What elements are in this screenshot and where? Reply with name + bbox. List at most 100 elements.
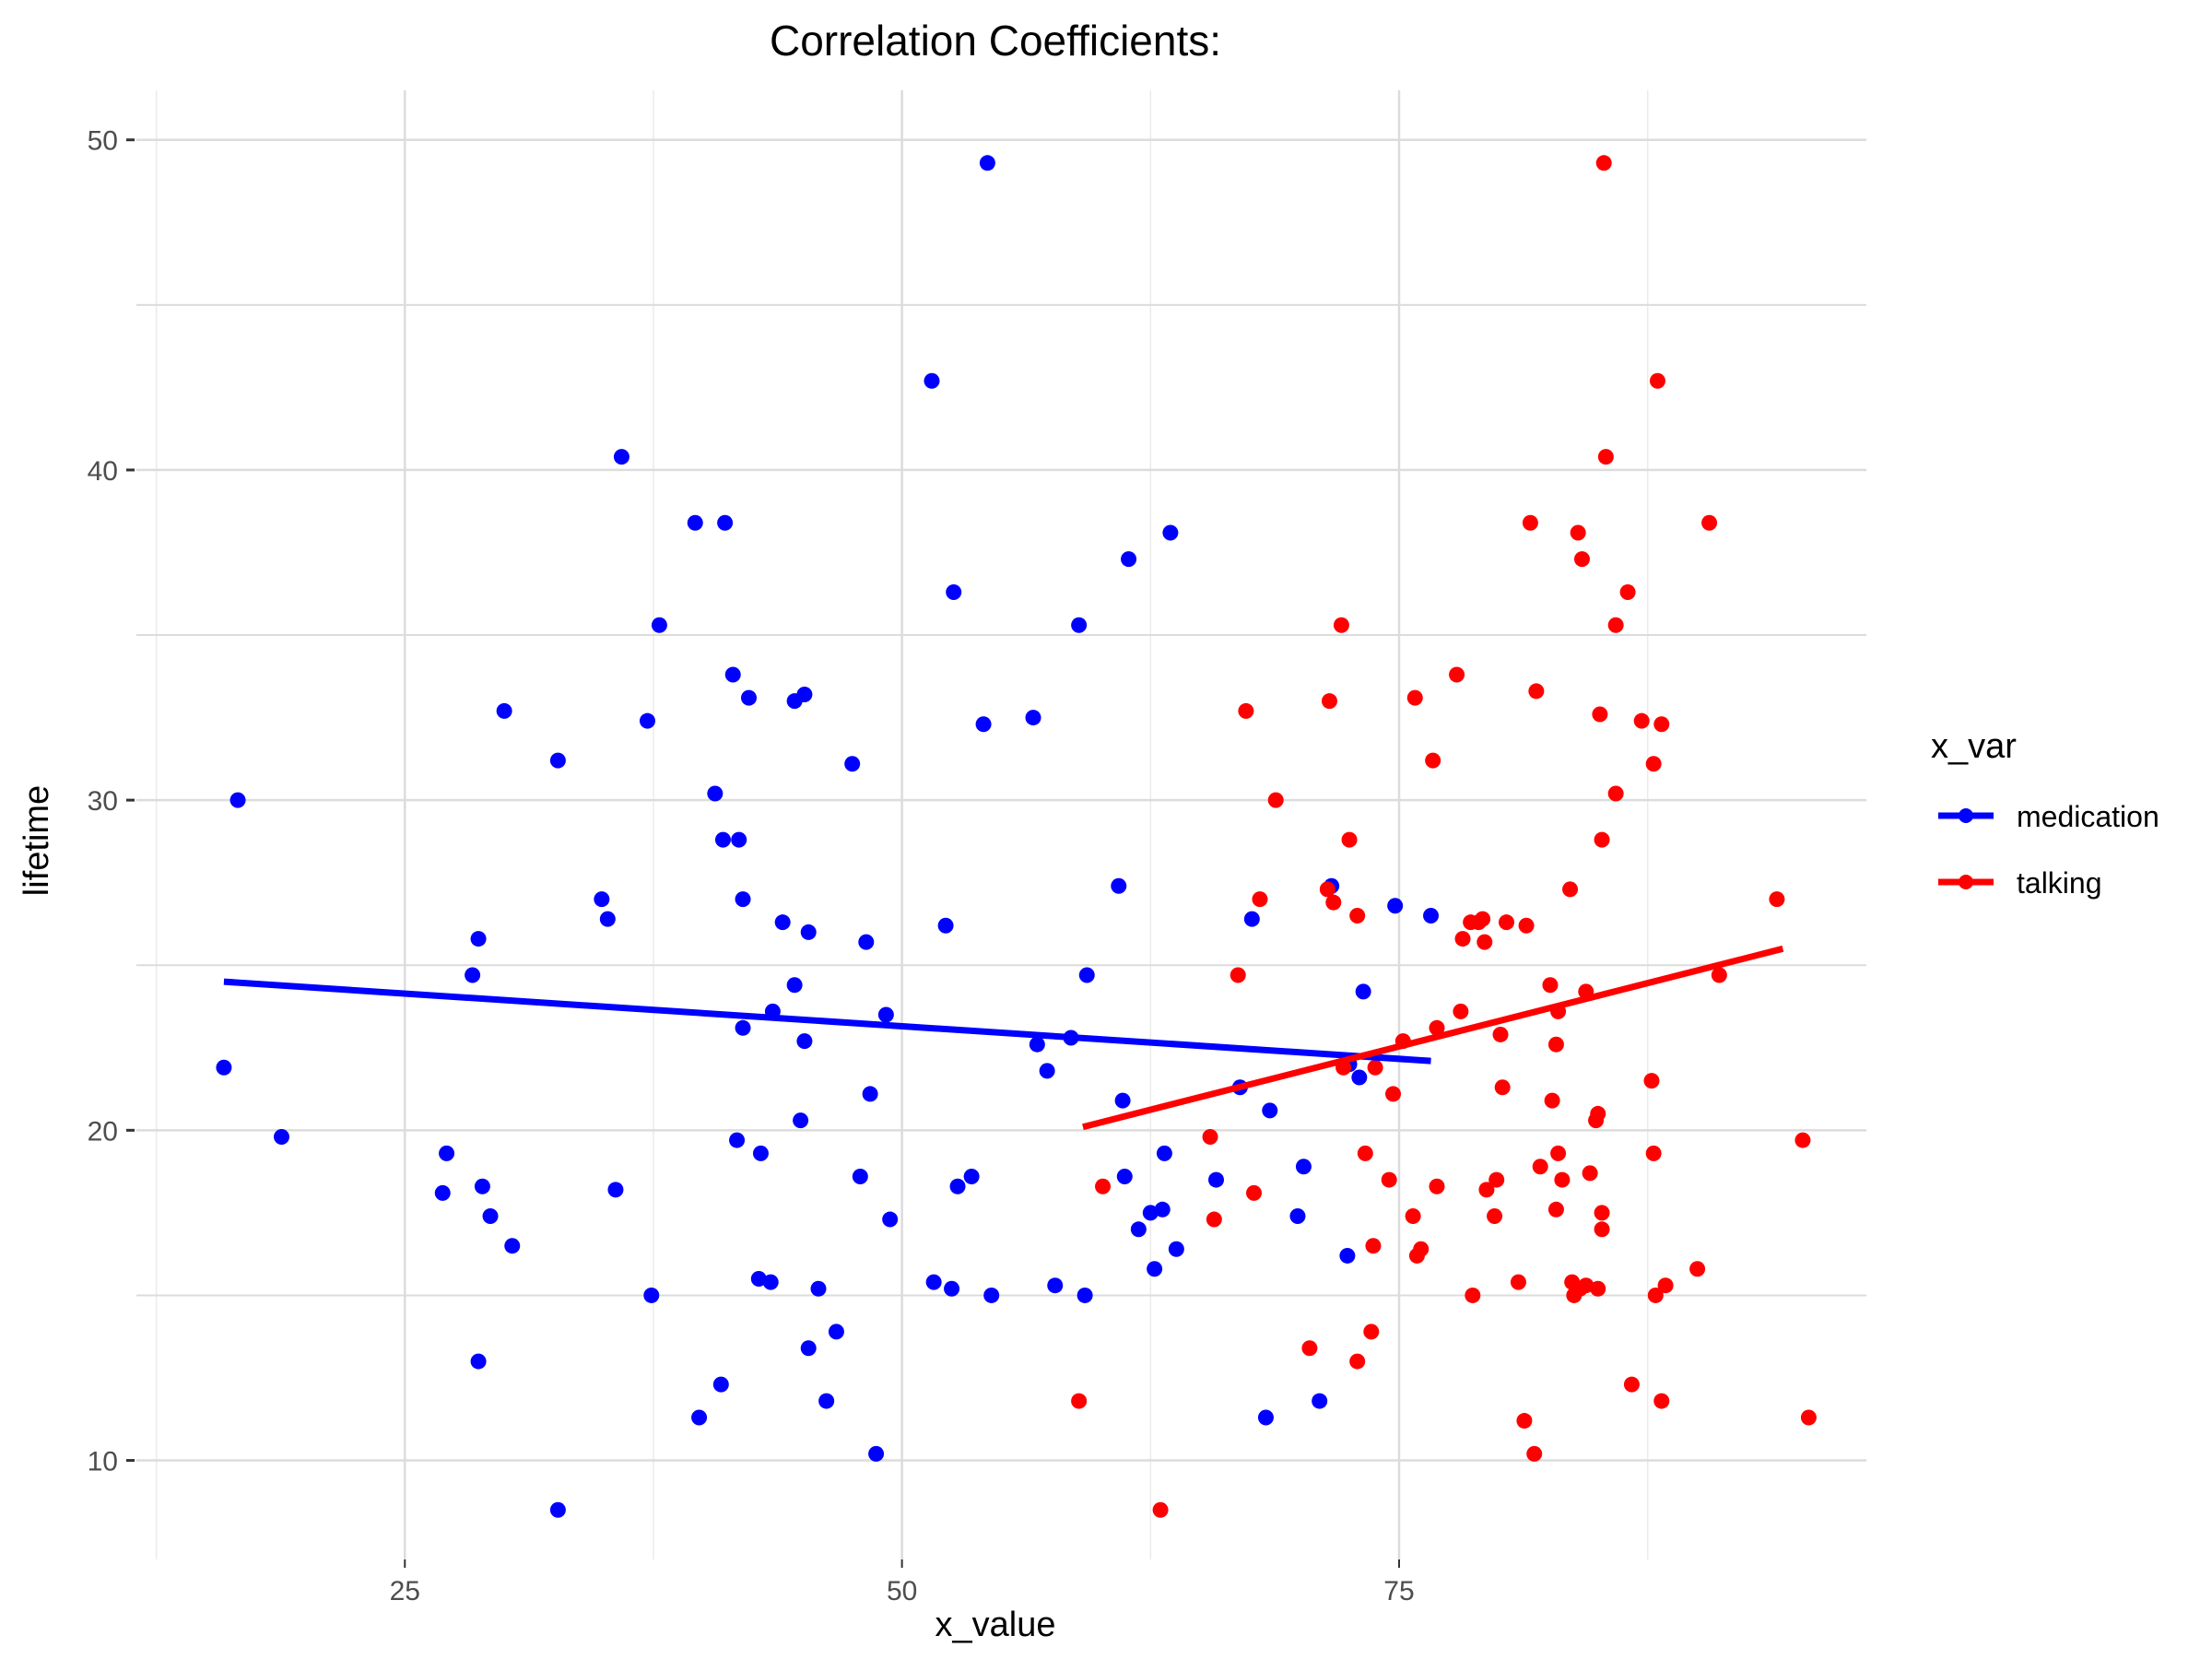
point-talking [1623,1376,1640,1393]
point-talking [1800,1409,1817,1426]
point-medication [1156,1145,1172,1161]
point-talking [1633,712,1650,729]
point-medication [599,911,616,927]
point-talking [1794,1132,1811,1148]
point-talking [1528,683,1545,700]
point-medication [717,514,734,531]
point-talking [1701,514,1718,531]
point-talking [1594,831,1610,848]
point-medication [762,1274,779,1290]
point-talking [1245,1184,1262,1201]
point-talking [1429,1019,1445,1036]
point-talking [1594,1205,1610,1221]
point-talking [1590,1280,1606,1297]
point-talking [1341,831,1358,848]
point-medication [216,1059,232,1076]
point-medication [1116,1168,1133,1184]
point-talking [1643,1073,1660,1089]
point-medication [731,831,747,848]
point-medication [1295,1159,1312,1175]
point-talking [1349,908,1366,924]
point-medication [1312,1393,1328,1409]
point-medication [613,449,629,465]
point-talking [1325,894,1342,911]
point-medication [844,756,861,772]
point-medication [800,924,817,940]
point-talking [1554,1171,1571,1188]
legend-key-talking-dot [1959,875,1973,889]
point-talking [1657,1277,1674,1294]
point-medication [439,1145,455,1161]
y-tick-label: 20 [88,1116,118,1147]
point-medication [496,702,512,719]
point-medication [1130,1221,1147,1238]
point-talking [1516,1413,1533,1430]
point-medication [594,891,610,908]
point-medication [800,1340,817,1357]
point-talking [1510,1274,1526,1290]
point-talking [1518,917,1535,934]
y-axis-label: lifetime [18,785,56,896]
point-medication [229,792,246,808]
y-tick-label: 40 [88,456,118,487]
point-medication [735,1019,751,1036]
point-talking [1547,1201,1564,1218]
point-talking [1544,1092,1560,1109]
point-talking [1653,1393,1670,1409]
point-talking [1487,1207,1503,1224]
point-talking [1453,1003,1469,1019]
point-talking [1522,514,1538,531]
legend: x_var medication talking [1931,727,2159,900]
point-talking [1649,372,1665,389]
point-medication [643,1287,660,1303]
x-tick-label: 75 [1383,1576,1414,1606]
point-medication [983,1287,1000,1303]
point-medication [1423,908,1440,924]
point-medication [470,1353,487,1370]
legend-item-talking: talking [1938,866,2102,900]
point-medication [465,967,481,983]
point-talking [1550,1145,1567,1161]
point-talking [1478,1182,1495,1198]
point-medication [796,1033,813,1050]
point-talking [1562,881,1579,898]
point-medication [1208,1171,1225,1188]
point-talking [1594,1221,1610,1238]
x-axis-label: x_value [935,1606,1056,1644]
point-talking [1406,689,1423,706]
x-tick-label: 25 [390,1576,420,1606]
point-talking [1582,1165,1598,1182]
y-tick-label: 30 [88,786,118,817]
point-talking [1578,1277,1594,1294]
point-medication [793,1112,809,1129]
point-talking [1526,1445,1543,1462]
point-medication [1262,1102,1278,1119]
point-talking [1475,911,1491,927]
point-medication [862,1086,878,1102]
legend-label-medication: medication [2017,800,2159,833]
point-medication [1339,1247,1356,1264]
x-tick-label: 50 [887,1576,917,1606]
point-medication [1114,1092,1131,1109]
point-medication [724,666,741,683]
point-medication [639,712,655,729]
point-medication [651,617,667,633]
point-medication [818,1393,835,1409]
point-talking [1547,1036,1564,1053]
legend-title: x_var [1931,727,2017,766]
point-medication [946,583,962,600]
legend-label-talking: talking [2017,866,2102,900]
point-medication [1142,1205,1159,1221]
point-talking [1357,1145,1373,1161]
point-talking [1319,881,1335,898]
point-talking [1429,1178,1445,1194]
point-medication [877,1006,894,1023]
point-talking [1465,1287,1481,1303]
point-talking [1619,583,1636,600]
point-medication [714,831,731,848]
point-medication [1121,551,1137,568]
point-medication [1039,1063,1055,1079]
point-medication [937,917,954,934]
point-medication [712,1376,729,1393]
